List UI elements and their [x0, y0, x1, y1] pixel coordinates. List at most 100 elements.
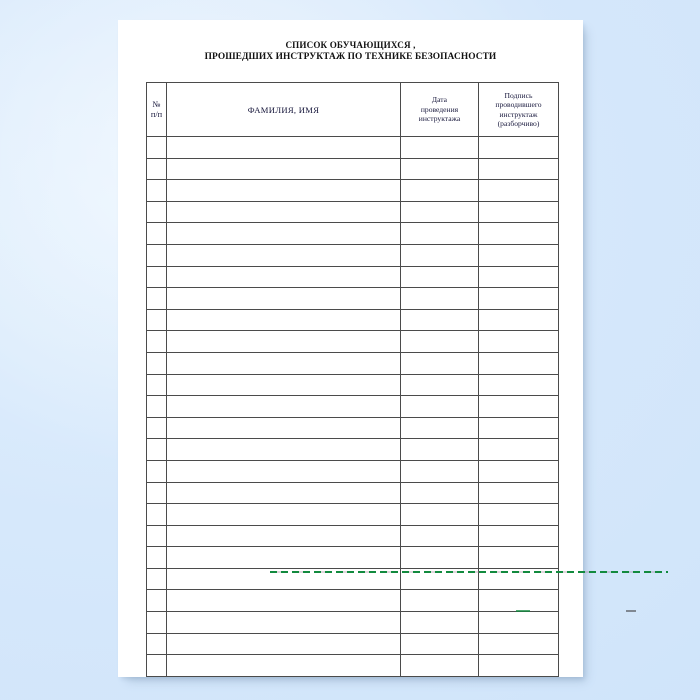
table-row[interactable] — [146, 308, 559, 332]
cell-instructor-signature[interactable] — [478, 481, 559, 505]
cell-briefing-date[interactable] — [400, 416, 479, 440]
cell-fullname[interactable] — [166, 136, 401, 159]
cell-number[interactable] — [146, 243, 167, 267]
cell-briefing-date[interactable] — [400, 654, 479, 677]
cell-instructor-signature[interactable] — [478, 351, 559, 375]
cell-instructor-signature[interactable] — [478, 179, 559, 202]
cell-fullname[interactable] — [166, 351, 401, 375]
cell-fullname[interactable] — [166, 330, 401, 353]
cell-number[interactable] — [146, 567, 167, 591]
cell-instructor-signature[interactable] — [478, 308, 559, 332]
cell-number[interactable] — [146, 330, 167, 353]
table-row[interactable] — [146, 330, 559, 353]
cell-number[interactable] — [146, 157, 167, 181]
cell-instructor-signature[interactable] — [478, 438, 559, 461]
table-row[interactable] — [146, 459, 559, 483]
cell-fullname[interactable] — [166, 157, 401, 181]
table-row[interactable] — [146, 351, 559, 375]
cell-briefing-date[interactable] — [400, 438, 479, 461]
cell-instructor-signature[interactable] — [478, 157, 559, 181]
cell-fullname[interactable] — [166, 524, 401, 548]
cell-briefing-date[interactable] — [400, 222, 479, 245]
cell-briefing-date[interactable] — [400, 567, 479, 591]
cell-briefing-date[interactable] — [400, 589, 479, 613]
table-row[interactable] — [146, 438, 559, 461]
cell-instructor-signature[interactable] — [478, 459, 559, 483]
cell-number[interactable] — [146, 287, 167, 310]
cell-instructor-signature[interactable] — [478, 611, 559, 634]
cell-briefing-date[interactable] — [400, 330, 479, 353]
cell-instructor-signature[interactable] — [478, 222, 559, 245]
cell-number[interactable] — [146, 416, 167, 440]
cell-fullname[interactable] — [166, 373, 401, 397]
table-row[interactable] — [146, 481, 559, 505]
table-row[interactable] — [146, 179, 559, 202]
cell-number[interactable] — [146, 438, 167, 461]
cell-fullname[interactable] — [166, 200, 401, 224]
cell-briefing-date[interactable] — [400, 632, 479, 656]
cell-number[interactable] — [146, 395, 167, 418]
cell-number[interactable] — [146, 632, 167, 656]
cell-instructor-signature[interactable] — [478, 654, 559, 677]
cell-number[interactable] — [146, 481, 167, 505]
table-row[interactable] — [146, 222, 559, 245]
cell-instructor-signature[interactable] — [478, 136, 559, 159]
cell-instructor-signature[interactable] — [478, 632, 559, 656]
table-row[interactable] — [146, 265, 559, 289]
cell-number[interactable] — [146, 503, 167, 526]
table-row[interactable] — [146, 136, 559, 159]
cell-number[interactable] — [146, 373, 167, 397]
cell-number[interactable] — [146, 611, 167, 634]
cell-briefing-date[interactable] — [400, 243, 479, 267]
table-row[interactable] — [146, 546, 559, 569]
cell-fullname[interactable] — [166, 395, 401, 418]
cell-instructor-signature[interactable] — [478, 330, 559, 353]
cell-fullname[interactable] — [166, 481, 401, 505]
cell-briefing-date[interactable] — [400, 308, 479, 332]
cell-number[interactable] — [146, 524, 167, 548]
cell-instructor-signature[interactable] — [478, 524, 559, 548]
cell-number[interactable] — [146, 589, 167, 613]
cell-fullname[interactable] — [166, 308, 401, 332]
table-row[interactable] — [146, 373, 559, 397]
table-row[interactable] — [146, 503, 559, 526]
cell-instructor-signature[interactable] — [478, 243, 559, 267]
cell-instructor-signature[interactable] — [478, 546, 559, 569]
cell-number[interactable] — [146, 546, 167, 569]
cell-number[interactable] — [146, 308, 167, 332]
cell-number[interactable] — [146, 654, 167, 677]
table-row[interactable] — [146, 287, 559, 310]
cell-instructor-signature[interactable] — [478, 589, 559, 613]
cell-briefing-date[interactable] — [400, 265, 479, 289]
cell-fullname[interactable] — [166, 589, 401, 613]
table-row[interactable] — [146, 200, 559, 224]
table-row[interactable] — [146, 654, 559, 677]
table-row[interactable] — [146, 524, 559, 548]
cell-instructor-signature[interactable] — [478, 287, 559, 310]
cell-briefing-date[interactable] — [400, 351, 479, 375]
cell-instructor-signature[interactable] — [478, 503, 559, 526]
cell-number[interactable] — [146, 222, 167, 245]
cell-instructor-signature[interactable] — [478, 395, 559, 418]
cell-fullname[interactable] — [166, 654, 401, 677]
cell-briefing-date[interactable] — [400, 611, 479, 634]
cell-fullname[interactable] — [166, 459, 401, 483]
cell-instructor-signature[interactable] — [478, 200, 559, 224]
cell-number[interactable] — [146, 265, 167, 289]
cell-instructor-signature[interactable] — [478, 567, 559, 591]
cell-number[interactable] — [146, 136, 167, 159]
table-row[interactable] — [146, 157, 559, 181]
cell-briefing-date[interactable] — [400, 287, 479, 310]
cell-briefing-date[interactable] — [400, 157, 479, 181]
table-row[interactable] — [146, 632, 559, 656]
cell-briefing-date[interactable] — [400, 524, 479, 548]
cell-fullname[interactable] — [166, 222, 401, 245]
cell-number[interactable] — [146, 459, 167, 483]
cell-briefing-date[interactable] — [400, 395, 479, 418]
cell-fullname[interactable] — [166, 611, 401, 634]
cell-number[interactable] — [146, 351, 167, 375]
cell-fullname[interactable] — [166, 416, 401, 440]
cell-briefing-date[interactable] — [400, 503, 479, 526]
cell-fullname[interactable] — [166, 438, 401, 461]
cell-briefing-date[interactable] — [400, 481, 479, 505]
